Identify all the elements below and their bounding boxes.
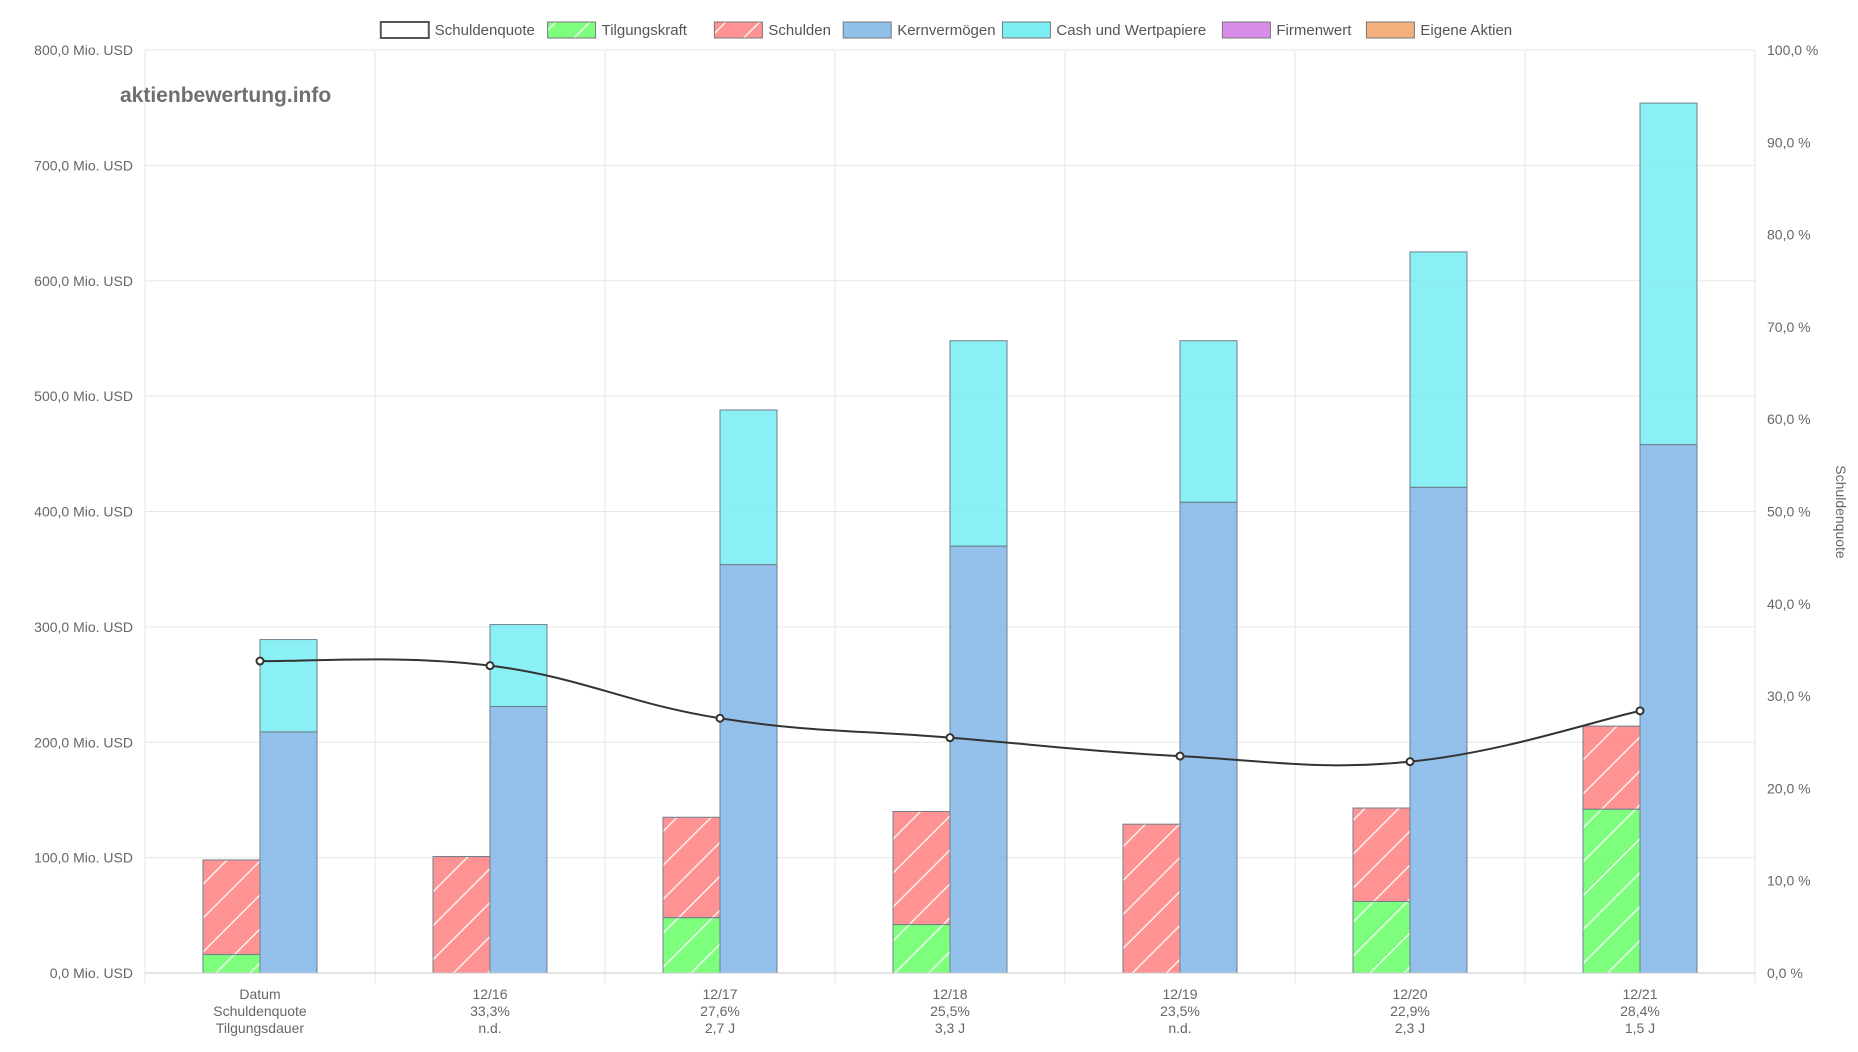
row-header-label: Schuldenquote (213, 1003, 307, 1019)
cash-und-wertpapiere-bar (1179, 340, 1238, 503)
row-header-label: Tilgungsdauer (216, 1020, 305, 1036)
legend-swatch (1365, 21, 1415, 39)
legend-swatch (1001, 21, 1051, 39)
category-label: 1,5 J (1625, 1020, 1655, 1036)
category-label: n.d. (478, 1020, 501, 1036)
schuldenquote-point (945, 733, 955, 743)
kernvermoegen-bar (949, 545, 1008, 974)
legend-swatch (713, 21, 763, 39)
cash-und-wertpapiere-bar (949, 340, 1008, 547)
tilgungskraft-bar (662, 917, 721, 974)
cash-und-wertpapiere-bar (259, 639, 318, 733)
watermark-logo: aktienbewertung.info (120, 84, 331, 107)
tilgungskraft-bar (1352, 900, 1411, 974)
kernvermoegen-bar (1639, 444, 1698, 974)
left-tick-label: 400,0 Mio. USD (34, 504, 133, 520)
category-label: 12/21 (1622, 986, 1657, 1002)
kernvermoegen-bar (1409, 486, 1468, 974)
category-label: 3,3 J (935, 1020, 965, 1036)
right-tick-label: 30,0 % (1767, 688, 1811, 704)
schulden-bar (662, 816, 721, 919)
category-label: 12/16 (472, 986, 507, 1002)
category-label: 2,3 J (1395, 1020, 1425, 1036)
right-tick-label: 50,0 % (1767, 504, 1811, 520)
bars-layer (202, 102, 1698, 974)
left-tick-label: 100,0 Mio. USD (34, 850, 133, 866)
left-tick-label: 200,0 Mio. USD (34, 734, 133, 750)
schuldenquote-point (1635, 706, 1645, 716)
schulden-bar (202, 859, 261, 956)
category-label: 12/19 (1162, 986, 1197, 1002)
category-label: 2,7 J (705, 1020, 735, 1036)
left-tick-label: 800,0 Mio. USD (34, 42, 133, 58)
cash-und-wertpapiere-bar (1409, 251, 1468, 488)
schulden-bar (892, 810, 951, 926)
schulden-bar (432, 855, 491, 974)
left-tick-label: 600,0 Mio. USD (34, 273, 133, 289)
category-label: 22,9% (1390, 1003, 1430, 1019)
schulden-bar (1122, 823, 1181, 974)
legend-swatch (379, 21, 430, 39)
legend-swatch (547, 21, 597, 39)
legend-item-label[interactable]: Cash und Wertpapiere (1056, 22, 1206, 39)
kernvermoegen-bar (1179, 501, 1238, 974)
cash-und-wertpapiere-bar (719, 409, 778, 566)
cash-und-wertpapiere-bar (1639, 102, 1698, 446)
axis-layer: 0,0 Mio. USD 100,0 Mio. USD 200,0 Mio. USD… (34, 42, 1818, 1036)
cash-und-wertpapiere-bar (489, 624, 548, 707)
schulden-bar (1352, 807, 1411, 902)
right-tick-label: 0,0 % (1767, 965, 1803, 981)
right-tick-label: 90,0 % (1767, 134, 1811, 150)
right-tick-label: 70,0 % (1767, 319, 1811, 335)
right-tick-label: 100,0 % (1767, 42, 1818, 58)
tilgungskraft-bar (892, 924, 951, 974)
category-label: 28,4% (1620, 1003, 1660, 1019)
tilgungskraft-bar (202, 954, 261, 974)
legend-item-label[interactable]: Firmenwert (1276, 22, 1352, 39)
category-label: 27,6% (700, 1003, 740, 1019)
legend: Schuldenquote Tilgungskraft Schulden Kernve… (379, 21, 1512, 39)
legend-item-label[interactable]: Schulden (768, 22, 831, 39)
legend-item-label[interactable]: Eigene Aktien (1420, 22, 1512, 39)
right-tick-label: 40,0 % (1767, 596, 1811, 612)
kernvermoegen-bar (259, 731, 318, 974)
kernvermoegen-bar (489, 705, 548, 974)
schuldenquote-point (485, 661, 495, 671)
left-tick-label: 300,0 Mio. USD (34, 619, 133, 635)
right-tick-label: 10,0 % (1767, 873, 1811, 889)
left-tick-label: 500,0 Mio. USD (34, 388, 133, 404)
kernvermoegen-bar (719, 564, 778, 974)
category-label: n.d. (1168, 1020, 1191, 1036)
category-label: 25,5% (930, 1003, 970, 1019)
category-label: 23,5% (1160, 1003, 1200, 1019)
legend-item-label[interactable]: Tilgungskraft (602, 22, 688, 39)
schuldenquote-point (255, 656, 265, 666)
legend-swatch (842, 21, 892, 39)
schuldenquote-point (1175, 751, 1185, 761)
schuldenquote-line-layer (255, 656, 1645, 767)
category-label: 12/20 (1392, 986, 1427, 1002)
category-label: 33,3% (470, 1003, 510, 1019)
category-label: 12/17 (702, 986, 737, 1002)
schulden-bar (1582, 725, 1641, 810)
schuldenquote-point (1405, 757, 1415, 767)
legend-item-label[interactable]: Kernvermögen (897, 22, 995, 39)
left-tick-label: 0,0 Mio. USD (50, 965, 133, 981)
left-tick-label: 700,0 Mio. USD (34, 157, 133, 173)
category-label: 12/18 (932, 986, 967, 1002)
right-tick-label: 80,0 % (1767, 227, 1811, 243)
right-axis-title: Schuldenquote (1833, 465, 1849, 559)
schuldenquote-point (715, 713, 725, 723)
legend-swatch (1221, 21, 1271, 39)
tilgungskraft-bar (1582, 808, 1641, 974)
legend-item-label[interactable]: Schuldenquote (435, 22, 535, 39)
right-tick-label: 20,0 % (1767, 780, 1811, 796)
row-header-label: Datum (239, 986, 280, 1002)
right-tick-label: 60,0 % (1767, 411, 1811, 427)
